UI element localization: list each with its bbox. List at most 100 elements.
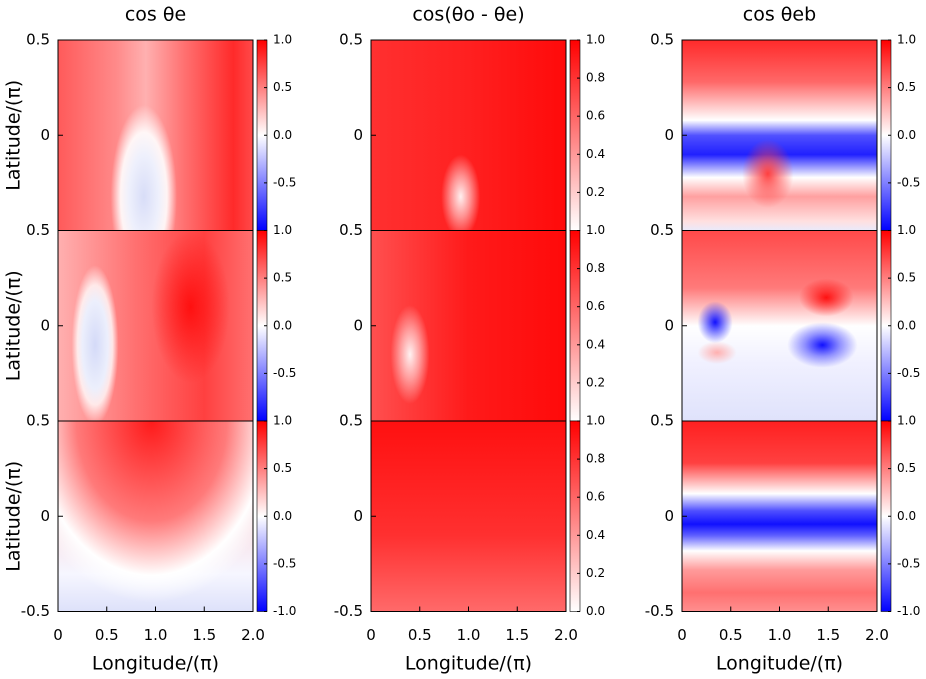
colorbar-tick-label: 0.2: [586, 185, 605, 199]
colorbar-tick-label: -0.5: [897, 175, 920, 189]
panel-title: cos θe: [125, 4, 186, 26]
x-tick-label: 2.0: [865, 626, 889, 644]
colorbar-tick-label: -0.5: [273, 556, 296, 570]
colorbar-tick-label: 1.0: [897, 414, 916, 428]
colorbar-tick-label: -0.5: [897, 366, 920, 380]
colorbar-tick-label: 1.0: [586, 414, 605, 428]
y-tick-label: 0.5: [26, 412, 50, 430]
x-tick-label: 1.0: [768, 626, 792, 644]
colorbar-tick-label: 0.8: [586, 261, 605, 275]
y-tick-label: 0: [353, 316, 363, 334]
x-axis-label: Longitude/(π): [716, 653, 843, 675]
colorbar-tick-label: 0.0: [897, 318, 916, 332]
colorbar-tick-label: 0.5: [273, 80, 292, 94]
colorbar-tick-label: 1.0: [586, 33, 605, 47]
y-tick-label: 0.5: [650, 31, 674, 49]
x-tick-label: 0: [53, 626, 63, 644]
y-tick-label: 0.5: [339, 221, 363, 239]
y-axis-label: Latitude/(π): [3, 80, 25, 191]
heatmap-field: [371, 40, 566, 231]
colorbar: [569, 39, 581, 231]
heatmap-field: [58, 421, 253, 612]
x-tick-label: 1.5: [505, 626, 529, 644]
colorbar-tick-label: 0.5: [897, 271, 916, 285]
y-tick-label: 0.5: [26, 221, 50, 239]
heatmap-field: [682, 230, 877, 421]
x-axis-label: Longitude/(π): [405, 653, 532, 675]
colorbar-tick-label: 0.0: [273, 509, 292, 523]
colorbar-tick-label: 0.5: [273, 461, 292, 475]
y-tick-label: 0.5: [339, 31, 363, 49]
colorbar-tick-label: 0.4: [586, 337, 605, 351]
x-tick-label: 2.0: [554, 626, 578, 644]
colorbar-tick-label: 0.5: [273, 271, 292, 285]
x-tick-label: 0: [366, 626, 376, 644]
y-tick-label: 0: [40, 507, 50, 525]
colorbar-tick-label: 1.0: [273, 223, 292, 237]
colorbar-tick-label: 0.5: [897, 461, 916, 475]
colorbar-tick-label: -0.5: [273, 366, 296, 380]
plot-frame: [681, 39, 878, 231]
colorbar-tick-label: 0.8: [586, 452, 605, 466]
colorbar-tick-label: -1.0: [273, 604, 296, 618]
plot-frame: [57, 230, 254, 422]
colorbar-tick-label: 1.0: [897, 33, 916, 47]
colorbar-tick-label: 1.0: [586, 223, 605, 237]
y-tick-label: -0.5: [645, 602, 674, 620]
x-tick-label: 0.5: [719, 626, 743, 644]
x-tick-label: 1.5: [192, 626, 216, 644]
heatmap-field: [371, 230, 566, 421]
colorbar-tick-label: 0.2: [586, 375, 605, 389]
y-tick-label: 0: [664, 126, 674, 144]
colorbar-tick-label: 0.6: [586, 490, 605, 504]
colorbar-tick-label: -1.0: [897, 604, 920, 618]
colorbar-tick-label: -0.5: [897, 556, 920, 570]
panel-title: cos(θo - θe): [412, 4, 524, 26]
y-tick-label: 0: [664, 507, 674, 525]
x-axis-label: Longitude/(π): [92, 653, 219, 675]
colorbar-tick-label: 1.0: [897, 223, 916, 237]
y-tick-label: -0.5: [334, 602, 363, 620]
plot-frame: [681, 420, 878, 612]
panel-title: cos θeb: [743, 4, 816, 26]
y-tick-label: 0: [40, 126, 50, 144]
y-tick-label: 0: [664, 316, 674, 334]
x-tick-label: 1.0: [144, 626, 168, 644]
y-axis-label: Latitude/(π): [3, 461, 25, 572]
colorbar-tick-label: 0.0: [897, 128, 916, 142]
y-tick-label: -0.5: [21, 602, 50, 620]
plot-frame: [370, 420, 567, 612]
plot-frame: [370, 39, 567, 231]
colorbar-tick-label: 0.0: [586, 604, 605, 618]
y-tick-label: 0.5: [650, 412, 674, 430]
plot-frame: [57, 420, 254, 612]
heatmap-field: [58, 230, 253, 421]
y-tick-label: 0: [40, 316, 50, 334]
y-tick-label: 0: [353, 507, 363, 525]
colorbar-tick-label: 0.0: [273, 128, 292, 142]
colorbar: [569, 420, 581, 612]
x-tick-label: 1.0: [457, 626, 481, 644]
plot-frame: [681, 230, 878, 422]
colorbar-tick-label: 0.6: [586, 109, 605, 123]
colorbar-tick-label: -0.5: [273, 175, 296, 189]
heatmap-field: [682, 40, 877, 231]
y-tick-label: 0: [353, 126, 363, 144]
colorbar-tick-label: 0.2: [586, 566, 605, 580]
colorbar-tick-label: 0.4: [586, 147, 605, 161]
colorbar-tick-label: 0.8: [586, 71, 605, 85]
heatmap-field: [58, 40, 253, 231]
colorbar: [569, 230, 581, 422]
colorbar-tick-label: 0.0: [897, 509, 916, 523]
heatmap-field: [682, 421, 877, 612]
y-axis-label: Latitude/(π): [3, 270, 25, 381]
x-tick-label: 0: [677, 626, 687, 644]
x-tick-label: 0.5: [408, 626, 432, 644]
colorbar-tick-label: 0.4: [586, 528, 605, 542]
heatmap-field: [371, 421, 566, 612]
y-tick-label: 0.5: [650, 221, 674, 239]
colorbar-tick-label: 0.6: [586, 299, 605, 313]
plot-frame: [370, 230, 567, 422]
